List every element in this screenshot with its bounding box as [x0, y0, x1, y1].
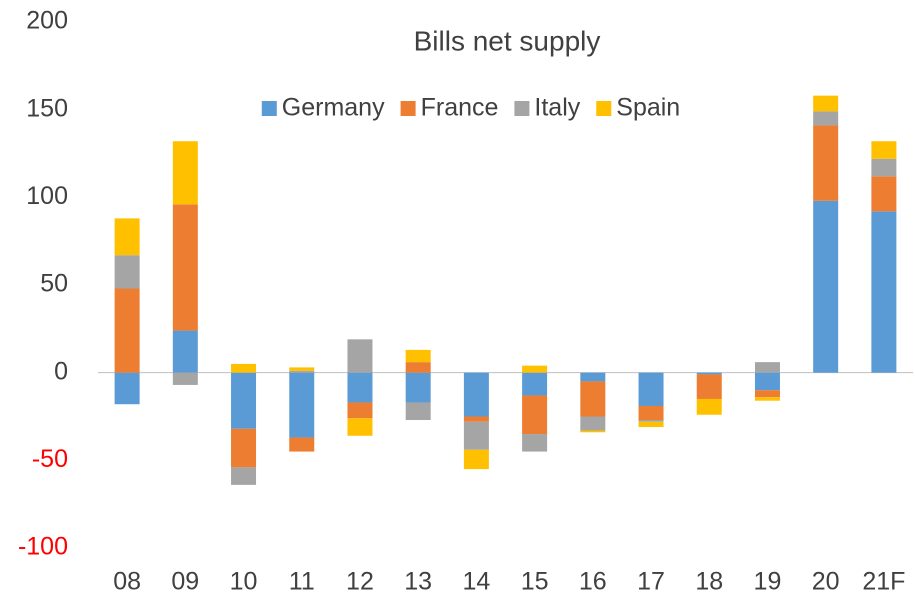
bar-segment — [813, 111, 839, 126]
legend-swatch — [400, 101, 416, 116]
bar-segment — [231, 428, 257, 468]
x-tick-label: 21F — [862, 568, 905, 596]
bar-segment — [114, 288, 140, 373]
x-tick-label: 18 — [695, 568, 723, 596]
bar-segment — [754, 372, 780, 391]
x-tick-label: 10 — [230, 568, 258, 596]
bar-segment — [580, 381, 606, 417]
bar-segment — [172, 141, 198, 205]
bar-segment — [522, 372, 548, 396]
bar-segment — [638, 421, 664, 428]
y-tick-label: 100 — [26, 182, 68, 210]
x-tick-label: 17 — [637, 568, 665, 596]
x-tick-label: 09 — [171, 568, 199, 596]
x-tick-label: 12 — [346, 568, 374, 596]
legend-label: France — [421, 94, 499, 122]
bar-segment — [813, 125, 839, 201]
legend-swatch — [514, 101, 530, 116]
bar-segment — [231, 363, 257, 373]
bar-segment — [871, 211, 897, 373]
x-tick-label: 14 — [462, 568, 490, 596]
x-tick-label: 11 — [289, 568, 315, 596]
bar-segment — [522, 395, 548, 435]
bar-segment — [696, 374, 722, 399]
bar-segment — [405, 349, 431, 363]
y-tick-label: 0 — [54, 357, 68, 385]
bar-segment — [463, 449, 489, 470]
x-tick-label: 20 — [812, 568, 840, 596]
bar-segment — [347, 372, 373, 403]
bar-segment — [347, 418, 373, 436]
legend-label: Spain — [616, 94, 680, 122]
bar-segment — [696, 372, 722, 375]
bar-segment — [754, 390, 780, 398]
bar-segment — [172, 330, 198, 373]
bar-segment — [580, 430, 606, 433]
y-tick-label: 200 — [26, 7, 68, 35]
bar-segment — [114, 255, 140, 289]
x-tick-label: 13 — [404, 568, 432, 596]
bar-segment — [289, 372, 315, 438]
bar-segment — [347, 339, 373, 373]
bar-segment — [114, 218, 140, 256]
bar-segment — [463, 372, 489, 417]
bar-segment — [172, 204, 198, 331]
y-tick-label: -100 — [18, 533, 68, 561]
bar-segment — [638, 420, 664, 422]
legend-label: Italy — [534, 94, 580, 122]
bar-segment — [754, 362, 780, 373]
bar-segment — [114, 372, 140, 405]
bar-segment — [871, 141, 897, 159]
bar-segment — [754, 397, 780, 401]
bar-segment — [289, 367, 315, 371]
chart-title: Bills net supply — [414, 25, 601, 56]
legend-swatch — [261, 101, 277, 116]
bar-segment — [522, 365, 548, 373]
bar-segment — [289, 437, 315, 452]
x-tick-label: 16 — [579, 568, 607, 596]
bar-segment — [405, 402, 431, 421]
bar-segment — [580, 372, 606, 382]
y-tick-label: 50 — [40, 270, 68, 298]
x-tick-label: 15 — [521, 568, 549, 596]
bar-segment — [231, 467, 257, 485]
bar-segment — [580, 416, 606, 431]
bar-segment — [871, 158, 897, 177]
bar-segment — [463, 416, 489, 422]
legend-label: Germany — [282, 94, 385, 122]
bar-segment — [405, 362, 431, 373]
bar-segment — [813, 200, 839, 373]
bar-segment — [231, 372, 257, 429]
x-tick-label: 19 — [754, 568, 782, 596]
bar-segment — [696, 398, 722, 415]
bar-segment — [405, 372, 431, 403]
bar-segment — [638, 405, 664, 421]
bar-segment — [813, 95, 839, 112]
x-tick-label: 08 — [113, 568, 141, 596]
bar-segment — [172, 372, 198, 385]
bar-segment — [871, 176, 897, 212]
bar-segment — [522, 434, 548, 452]
bar-segment — [347, 402, 373, 419]
bar-segment — [463, 421, 489, 450]
bar-segment — [638, 372, 664, 406]
y-tick-label: -50 — [32, 445, 68, 473]
bar-segment — [289, 370, 315, 373]
legend-swatch — [596, 101, 612, 116]
y-tick-label: 150 — [26, 94, 68, 122]
